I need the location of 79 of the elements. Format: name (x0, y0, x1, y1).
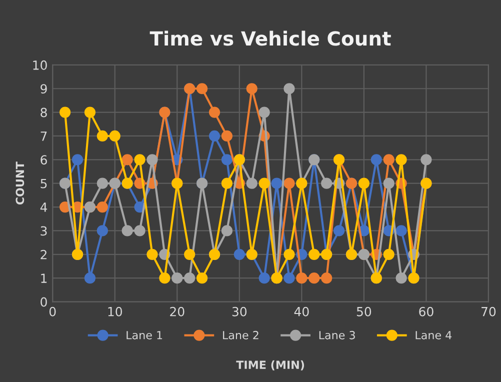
point (109, 130, 120, 142)
point (258, 106, 270, 118)
point (358, 178, 370, 189)
point (284, 83, 295, 94)
x-tick-label: 50 (356, 306, 372, 316)
point (370, 154, 382, 166)
point (146, 248, 158, 260)
y-tick-label: 0 (40, 297, 47, 307)
point (134, 154, 146, 166)
point (146, 154, 158, 166)
point (284, 272, 295, 284)
point (383, 154, 394, 166)
legend-label: Lane 1 (126, 331, 162, 340)
point (321, 272, 332, 284)
y-tick-label: 6 (40, 155, 47, 165)
point (184, 272, 196, 284)
chart-title: Time vs Vehicle Count (150, 30, 391, 46)
x-tick-label: 60 (419, 306, 434, 316)
y-tick-label: 1 (41, 274, 47, 283)
point (383, 178, 394, 189)
point (96, 130, 108, 142)
point (246, 83, 258, 94)
y-axis-title: COUNT (16, 162, 24, 205)
point (221, 130, 233, 142)
point (159, 272, 170, 284)
point (122, 225, 133, 236)
legend-label: Lane 4 (416, 331, 452, 340)
y-tick-label: 2 (40, 250, 46, 260)
y-tick-label: 9 (40, 84, 47, 94)
point (60, 106, 71, 118)
x-tick-label: 0 (49, 306, 56, 316)
point (134, 225, 146, 236)
legend-label: Lane 2 (223, 330, 258, 340)
y-tick-label: 7 (40, 132, 47, 141)
x-tick-label: 40 (294, 306, 309, 316)
point (221, 225, 233, 236)
point (184, 248, 196, 260)
point (383, 248, 394, 260)
point (172, 272, 183, 284)
point (196, 272, 208, 284)
point (396, 272, 407, 284)
point (221, 154, 233, 166)
point (221, 178, 233, 189)
point (396, 225, 407, 236)
legend-label: Lane 3 (319, 330, 355, 340)
point (308, 248, 320, 260)
point (321, 178, 332, 189)
point (208, 130, 220, 142)
point (333, 225, 345, 236)
point (96, 178, 108, 189)
y-tick-label: 5 (40, 178, 47, 188)
point (420, 154, 432, 166)
point (246, 178, 258, 189)
point (284, 178, 295, 189)
point (234, 248, 245, 260)
point (258, 272, 270, 284)
x-tick-label: 30 (232, 306, 247, 316)
y-tick-label: 4 (40, 202, 48, 212)
y-tick-label: 8 (40, 108, 47, 118)
point (96, 225, 108, 236)
point (258, 178, 270, 189)
point (196, 83, 208, 94)
point (122, 154, 133, 166)
point (396, 154, 407, 166)
y-tick-label: 10 (33, 60, 47, 70)
point (84, 106, 96, 118)
point (284, 248, 295, 260)
x-axis-title: TIME (MIN) (236, 360, 304, 370)
point (296, 272, 308, 284)
point (308, 272, 320, 284)
point (96, 201, 108, 213)
point (84, 272, 96, 284)
x-tick-label: 10 (108, 306, 122, 316)
x-tick-label: 70 (482, 306, 496, 316)
y-tick-label: 3 (40, 226, 47, 236)
point (72, 154, 84, 166)
point (271, 178, 282, 189)
point (208, 106, 220, 118)
x-tick-label: 20 (170, 306, 184, 316)
